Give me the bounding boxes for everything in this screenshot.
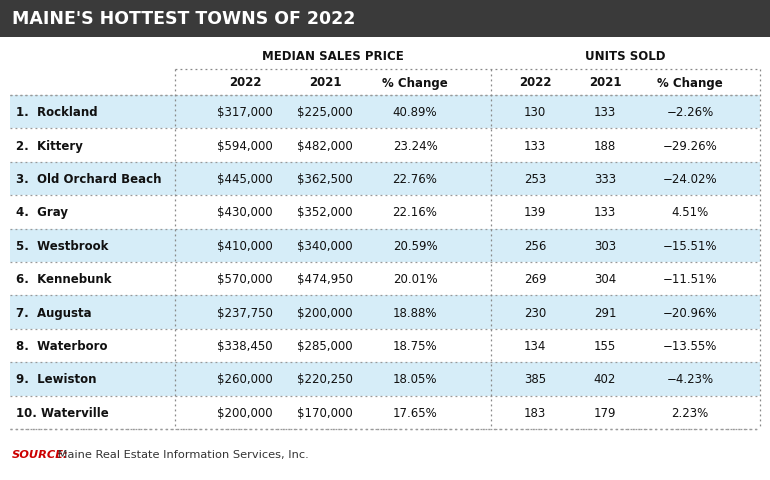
Text: 304: 304	[594, 273, 616, 286]
Text: 130: 130	[524, 106, 546, 119]
Text: $200,000: $200,000	[217, 406, 273, 419]
Text: −13.55%: −13.55%	[663, 339, 717, 352]
Text: % Change: % Change	[382, 76, 448, 89]
Text: Maine Real Estate Information Services, Inc.: Maine Real Estate Information Services, …	[54, 449, 309, 459]
Text: 1.  Rockland: 1. Rockland	[16, 106, 98, 119]
Text: 23.24%: 23.24%	[393, 139, 437, 152]
Text: 18.88%: 18.88%	[393, 306, 437, 319]
Text: 402: 402	[594, 372, 616, 385]
Text: MEDIAN SALES PRICE: MEDIAN SALES PRICE	[262, 49, 404, 62]
Text: 40.89%: 40.89%	[393, 106, 437, 119]
Text: 133: 133	[594, 106, 616, 119]
Text: 3.  Old Orchard Beach: 3. Old Orchard Beach	[16, 173, 162, 186]
Text: $352,000: $352,000	[297, 206, 353, 219]
Text: 18.05%: 18.05%	[393, 372, 437, 385]
Text: $474,950: $474,950	[297, 273, 353, 286]
Bar	[10, 229, 760, 263]
Bar	[10, 362, 760, 396]
Text: 17.65%: 17.65%	[393, 406, 437, 419]
Text: −20.96%: −20.96%	[663, 306, 718, 319]
Text: −11.51%: −11.51%	[663, 273, 718, 286]
Text: % Change: % Change	[657, 76, 723, 89]
Text: −24.02%: −24.02%	[663, 173, 718, 186]
Text: $200,000: $200,000	[297, 306, 353, 319]
Text: 385: 385	[524, 372, 546, 385]
Text: 18.75%: 18.75%	[393, 339, 437, 352]
Text: 139: 139	[524, 206, 546, 219]
Text: $237,750: $237,750	[217, 306, 273, 319]
Text: 5.  Westbrook: 5. Westbrook	[16, 240, 109, 252]
Text: UNITS SOLD: UNITS SOLD	[585, 49, 666, 62]
Text: $285,000: $285,000	[297, 339, 353, 352]
Text: 22.16%: 22.16%	[393, 206, 437, 219]
Text: $170,000: $170,000	[297, 406, 353, 419]
Text: 134: 134	[524, 339, 546, 352]
Text: 253: 253	[524, 173, 546, 186]
Text: 10. Waterville: 10. Waterville	[16, 406, 109, 419]
Text: MAINE'S HOTTEST TOWNS OF 2022: MAINE'S HOTTEST TOWNS OF 2022	[12, 10, 356, 28]
Text: 20.59%: 20.59%	[393, 240, 437, 252]
Text: $338,450: $338,450	[217, 339, 273, 352]
Text: 155: 155	[594, 339, 616, 352]
Text: 20.01%: 20.01%	[393, 273, 437, 286]
Text: $445,000: $445,000	[217, 173, 273, 186]
Text: 2.23%: 2.23%	[671, 406, 708, 419]
Text: $317,000: $317,000	[217, 106, 273, 119]
Text: −2.26%: −2.26%	[666, 106, 714, 119]
Bar	[10, 162, 760, 196]
Text: −15.51%: −15.51%	[663, 240, 717, 252]
Text: 333: 333	[594, 173, 616, 186]
Text: $340,000: $340,000	[297, 240, 353, 252]
Text: $260,000: $260,000	[217, 372, 273, 385]
Text: 4.51%: 4.51%	[671, 206, 708, 219]
Text: 303: 303	[594, 240, 616, 252]
Text: $570,000: $570,000	[217, 273, 273, 286]
Text: $220,250: $220,250	[297, 372, 353, 385]
Text: −4.23%: −4.23%	[667, 372, 714, 385]
Text: 7.  Augusta: 7. Augusta	[16, 306, 92, 319]
Bar	[10, 329, 760, 362]
Text: 183: 183	[524, 406, 546, 419]
Bar	[10, 196, 760, 229]
Text: 179: 179	[594, 406, 616, 419]
Text: 2022: 2022	[229, 76, 261, 89]
Text: 188: 188	[594, 139, 616, 152]
Text: 22.76%: 22.76%	[393, 173, 437, 186]
Bar	[10, 96, 760, 129]
Text: $225,000: $225,000	[297, 106, 353, 119]
Bar	[10, 129, 760, 162]
Text: 256: 256	[524, 240, 546, 252]
Text: 133: 133	[524, 139, 546, 152]
Text: $410,000: $410,000	[217, 240, 273, 252]
Text: $362,500: $362,500	[297, 173, 353, 186]
Bar	[10, 263, 760, 296]
Text: $594,000: $594,000	[217, 139, 273, 152]
Text: 2021: 2021	[309, 76, 341, 89]
Text: 269: 269	[524, 273, 546, 286]
Text: $430,000: $430,000	[217, 206, 273, 219]
Text: 6.  Kennebunk: 6. Kennebunk	[16, 273, 112, 286]
Text: 4.  Gray: 4. Gray	[16, 206, 68, 219]
Text: $482,000: $482,000	[297, 139, 353, 152]
Text: 8.  Waterboro: 8. Waterboro	[16, 339, 108, 352]
Text: 230: 230	[524, 306, 546, 319]
Text: 9.  Lewiston: 9. Lewiston	[16, 372, 96, 385]
Text: 133: 133	[594, 206, 616, 219]
Text: SOURCE:: SOURCE:	[12, 449, 69, 459]
Text: 2021: 2021	[589, 76, 621, 89]
Text: 2022: 2022	[519, 76, 551, 89]
Text: 291: 291	[594, 306, 616, 319]
Bar	[0, 0, 770, 38]
Bar	[10, 396, 760, 429]
Text: 2.  Kittery: 2. Kittery	[16, 139, 83, 152]
Text: −29.26%: −29.26%	[663, 139, 718, 152]
Bar	[10, 296, 760, 329]
